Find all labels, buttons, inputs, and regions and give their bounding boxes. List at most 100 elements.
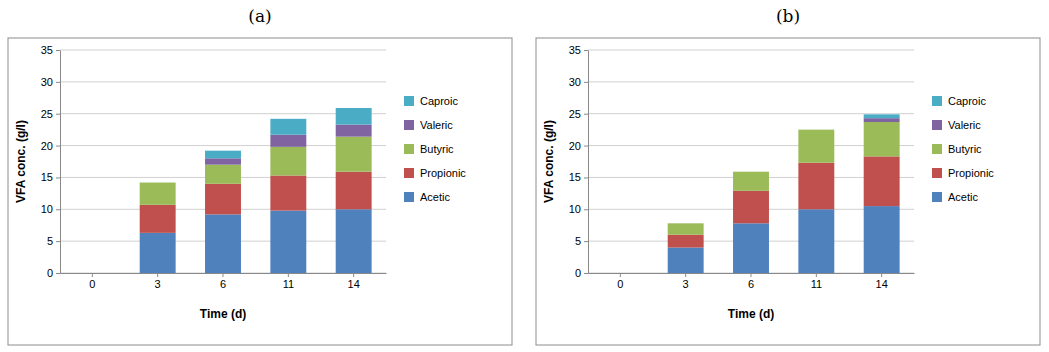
tick-label: 11 — [283, 278, 294, 290]
tick-label: 0 — [47, 267, 53, 279]
legend-label: Valeric — [948, 119, 981, 131]
bar — [668, 248, 704, 273]
tick-label: 20 — [569, 140, 581, 152]
bars — [668, 114, 900, 273]
tick-mark — [56, 146, 60, 147]
tick: 15 — [569, 171, 588, 183]
chart-border — [8, 38, 512, 345]
legend-swatch — [932, 96, 942, 106]
panel-title: (a) — [248, 6, 271, 26]
bar — [270, 135, 306, 147]
legend-swatch — [932, 144, 942, 154]
figure: (a)051015202530350361114Time (d)VFA conc… — [0, 0, 1049, 352]
legend: CaproicValericButyricPropionicAcetic — [932, 95, 994, 203]
legend-item: Acetic — [404, 191, 450, 203]
tick-mark — [816, 273, 817, 277]
legend-swatch — [932, 120, 942, 130]
tick: 25 — [569, 108, 588, 120]
legend-swatch — [404, 144, 414, 154]
tick: 10 — [569, 203, 588, 215]
tick: 35 — [41, 44, 60, 56]
bar — [74, 273, 110, 274]
tick: 35 — [569, 44, 588, 56]
bar — [270, 147, 306, 176]
bar — [205, 214, 241, 273]
chart-border — [536, 38, 1040, 345]
bar — [140, 233, 176, 273]
panel: (a)051015202530350361114Time (d)VFA conc… — [8, 6, 512, 345]
series — [140, 137, 372, 205]
bar — [798, 129, 834, 130]
series — [864, 114, 900, 118]
legend-label: Caproic — [948, 95, 986, 107]
tick-mark — [56, 50, 60, 51]
bar — [602, 273, 638, 274]
tick-label: 14 — [876, 278, 888, 290]
tick: 11 — [811, 273, 822, 290]
tick-mark — [56, 177, 60, 178]
bar — [336, 108, 372, 125]
tick-label: 30 — [41, 76, 53, 88]
tick: 11 — [283, 273, 294, 290]
tick-mark — [620, 273, 621, 277]
tick-label: 10 — [569, 203, 581, 215]
tick-mark — [584, 82, 588, 83]
tick-label: 5 — [575, 235, 581, 247]
tick-mark — [751, 273, 752, 277]
series — [668, 122, 900, 235]
tick: 25 — [41, 108, 60, 120]
tick-mark — [584, 177, 588, 178]
tick-label: 14 — [348, 278, 360, 290]
tick: 6 — [748, 273, 754, 290]
tick: 6 — [220, 273, 226, 290]
legend-label: Acetic — [420, 191, 450, 203]
legend-swatch — [404, 96, 414, 106]
legend-item: Caproic — [932, 95, 986, 107]
bar — [270, 176, 306, 211]
bar — [864, 114, 900, 118]
bar — [602, 273, 638, 274]
legend-item: Propionic — [404, 167, 466, 179]
tick-label: 10 — [41, 203, 53, 215]
legend-item: Valeric — [404, 119, 453, 131]
axis-line — [588, 51, 589, 274]
bar — [602, 273, 638, 274]
bar — [602, 273, 638, 274]
bar — [336, 137, 372, 172]
bar — [864, 118, 900, 122]
tick-mark — [584, 209, 588, 210]
tick-label: 30 — [569, 76, 581, 88]
legend-swatch — [404, 120, 414, 130]
legend-swatch — [404, 168, 414, 178]
bar — [140, 205, 176, 233]
tick-mark — [56, 209, 60, 210]
tick-mark — [223, 273, 224, 277]
bar — [668, 223, 704, 234]
bar — [74, 273, 110, 274]
bar — [602, 273, 638, 274]
bar — [668, 223, 704, 224]
tick: 0 — [47, 267, 60, 279]
y-axis-title: VFA conc. (g/l) — [542, 120, 556, 203]
tick-label: 25 — [41, 108, 53, 120]
tick-label: 15 — [569, 171, 581, 183]
tick: 20 — [41, 140, 60, 152]
bar — [336, 209, 372, 273]
legend-label: Acetic — [948, 191, 978, 203]
tick-mark — [881, 273, 882, 277]
tick-label: 6 — [220, 278, 226, 290]
tick-mark — [157, 273, 158, 277]
tick-label: 0 — [575, 267, 581, 279]
grid-line — [588, 81, 914, 82]
y-axis: 0 5 10 15 20 25 30 35 — [41, 44, 61, 279]
tick-label: 5 — [47, 235, 53, 247]
legend-swatch — [932, 192, 942, 202]
panel: (b)051015202530350361114Time (d)VFA conc… — [536, 6, 1040, 345]
grid-line — [60, 50, 386, 51]
bar — [668, 235, 704, 248]
bar — [733, 191, 769, 223]
bar — [864, 122, 900, 156]
tick: 0 — [617, 273, 623, 290]
tick: 15 — [41, 171, 60, 183]
tick-label: 25 — [569, 108, 581, 120]
